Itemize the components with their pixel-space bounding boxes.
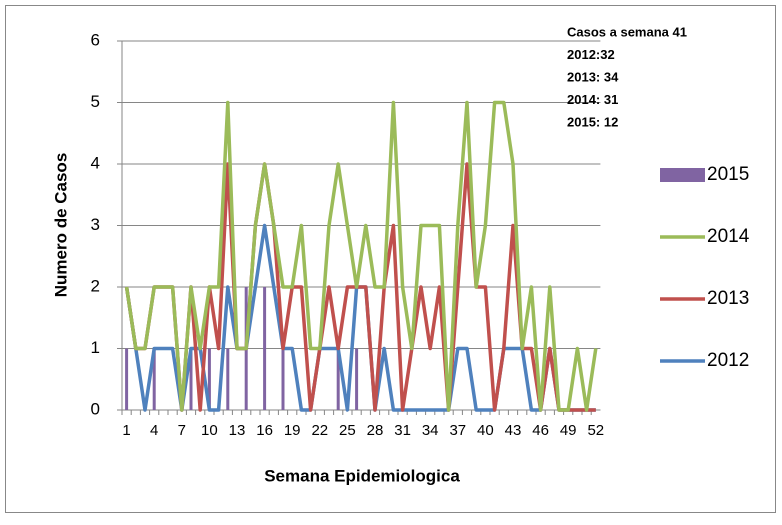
legend-label: 2013	[707, 288, 749, 309]
x-tick-label: 34	[422, 422, 439, 439]
legend-label: 2014	[707, 226, 750, 247]
x-tick-label: 31	[394, 422, 411, 439]
y-axis-title: Numero de Casos	[51, 153, 70, 298]
bar	[189, 348, 193, 410]
x-tick-label: 4	[150, 422, 158, 439]
annotation: 2013: 34	[567, 69, 619, 84]
bar	[263, 287, 267, 410]
line-series	[124, 100, 598, 412]
x-tick-label: 25	[339, 422, 356, 439]
bar	[207, 348, 211, 410]
y-tick-label: 2	[91, 276, 100, 295]
x-tick-label: 28	[367, 422, 384, 439]
x-tick-label: 22	[311, 422, 328, 439]
legend-swatch	[660, 168, 705, 182]
legend-label: 2012	[707, 350, 749, 371]
y-tick-label: 0	[91, 399, 100, 418]
x-tick-label: 7	[178, 422, 186, 439]
x-tick-label: 13	[229, 422, 246, 439]
x-tick-label: 49	[560, 422, 577, 439]
x-tick-label: 52	[587, 422, 604, 439]
x-tick-label: 43	[505, 422, 522, 439]
bar	[281, 348, 285, 410]
annotation: 2012:32	[567, 47, 615, 62]
y-tick-label: 5	[91, 92, 100, 111]
legend-label: 2015	[707, 164, 749, 185]
annotation: Casos a semana 41	[567, 24, 687, 39]
chart-border	[5, 5, 776, 513]
x-tick-label: 1	[122, 422, 130, 439]
bar	[152, 348, 156, 410]
bar	[226, 348, 230, 410]
y-tick-label: 1	[91, 338, 100, 357]
bar	[336, 348, 340, 410]
y-tick-label: 4	[91, 153, 100, 172]
y-tick-label: 6	[91, 30, 100, 49]
annotation: 2015: 12	[567, 114, 618, 129]
y-tick-label: 3	[91, 215, 100, 234]
x-tick-label: 16	[256, 422, 273, 439]
x-tick-label: 19	[284, 422, 301, 439]
bar	[355, 348, 359, 410]
bar	[125, 348, 129, 410]
x-tick-label: 10	[201, 422, 218, 439]
x-axis-title: Semana Epidemiologica	[264, 466, 460, 485]
annotation: 2014: 31	[567, 92, 618, 107]
x-tick-label: 46	[532, 422, 549, 439]
x-tick-label: 37	[449, 422, 466, 439]
x-tick-label: 40	[477, 422, 494, 439]
